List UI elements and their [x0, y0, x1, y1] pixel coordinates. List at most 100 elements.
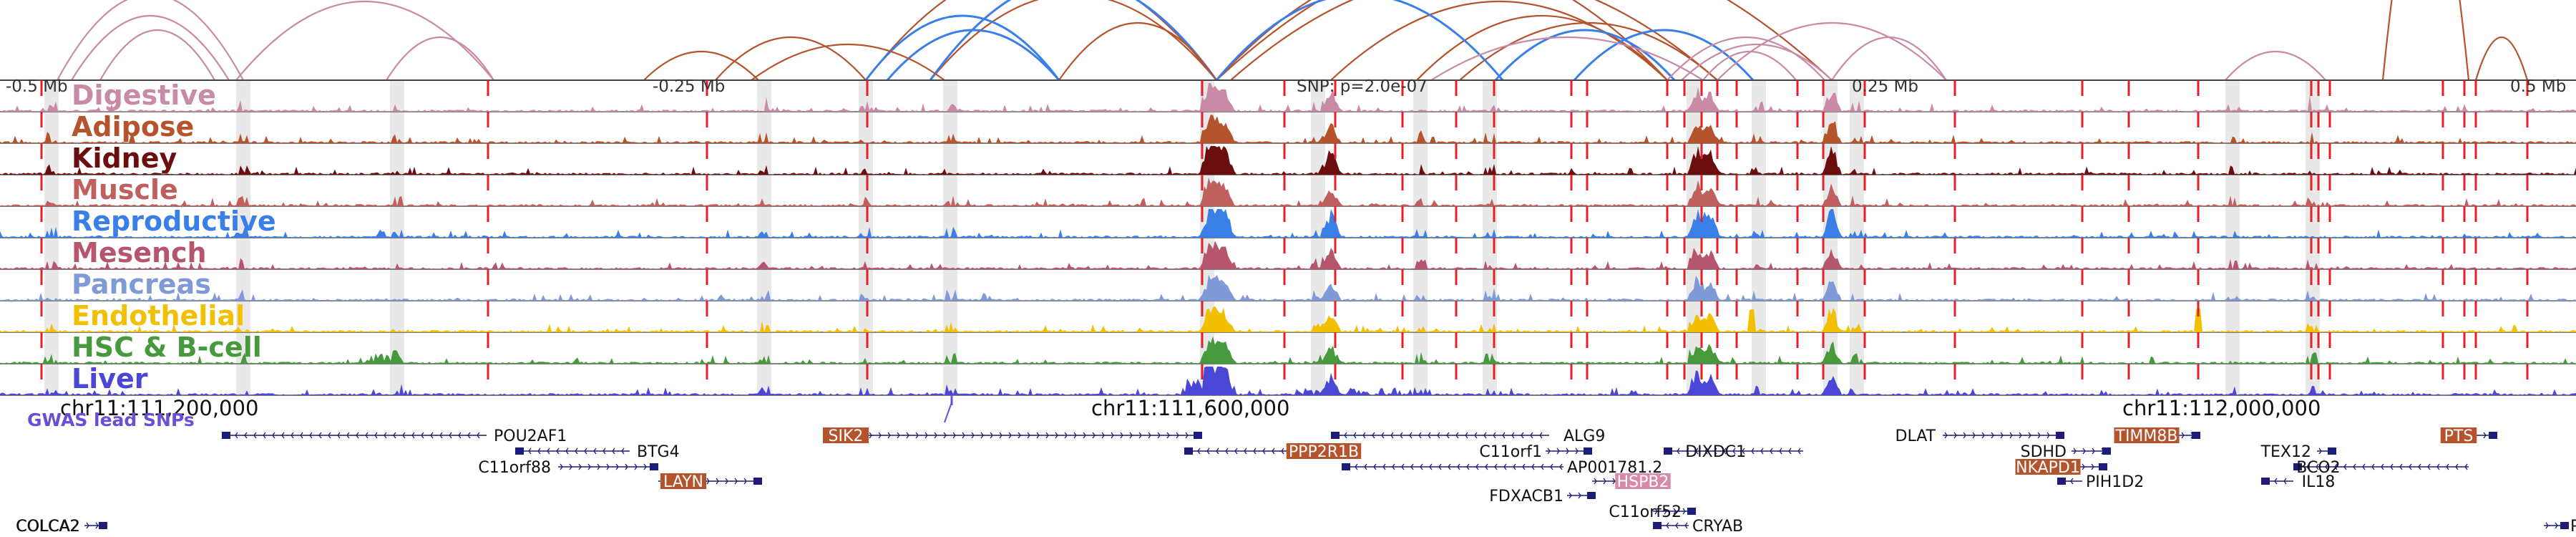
strand-arrow: [2046, 432, 2050, 439]
strand-arrow: [1530, 432, 1533, 439]
exon: [2261, 478, 2270, 485]
strand-arrow: [2446, 463, 2449, 470]
gene-label: PIH1D2: [2086, 473, 2144, 491]
strand-arrow: [584, 448, 587, 455]
strand-arrow: [1234, 448, 1238, 455]
strand-arrow: [1547, 448, 1551, 455]
strand-arrow: [1455, 432, 1459, 439]
signal-tracks: [0, 79, 2576, 396]
exon: [2099, 463, 2107, 470]
strand-arrow: [643, 463, 647, 470]
strand-arrow: [602, 448, 606, 455]
interaction-arcs: [57, 0, 2529, 80]
track-label: Reproductive: [72, 205, 276, 237]
strand-arrow: [1664, 508, 1667, 515]
strand-arrow: [1244, 448, 1247, 455]
interaction-arc: [2474, 36, 2529, 80]
strand-arrow: [1559, 463, 1563, 470]
strand-arrow: [625, 463, 628, 470]
interaction-arc: [864, 14, 1060, 80]
coord-label-1: chr11:111,200,000: [60, 396, 258, 420]
strand-arrow: [1575, 448, 1579, 455]
strand-arrow: [1539, 432, 1543, 439]
strand-arrow: [1503, 463, 1507, 470]
strand-arrow: [1364, 463, 1367, 470]
strand-arrow: [2409, 463, 2412, 470]
strand-arrow: [2181, 432, 2185, 439]
strand-arrow: [2436, 463, 2440, 470]
exon: [1664, 448, 1672, 455]
gene-label: COLCA2: [16, 518, 79, 536]
strand-arrow: [477, 432, 480, 439]
strand-arrow: [2555, 522, 2558, 529]
coord-label-3: chr11:112,000,000: [2122, 396, 2321, 420]
strand-arrow: [2070, 478, 2074, 485]
strand-arrow: [1400, 432, 1403, 439]
strand-arrow: [1055, 432, 1058, 439]
strand-arrow: [1485, 463, 1488, 470]
gene-label: ALG9: [1563, 427, 1605, 445]
strand-arrow: [384, 432, 387, 439]
strand-arrow: [467, 432, 471, 439]
track-label: Kidney: [72, 142, 177, 174]
strand-arrow: [1344, 432, 1347, 439]
gene-label: TIMM8B: [2115, 427, 2178, 445]
strand-arrow: [2381, 463, 2384, 470]
exon: [2328, 448, 2336, 455]
interaction-arc: [57, 0, 244, 80]
gene-highlight: [660, 473, 706, 489]
strand-arrow: [971, 432, 975, 439]
strand-arrow: [2316, 463, 2319, 470]
strand-arrow: [943, 432, 947, 439]
strand-arrow: [716, 478, 719, 485]
strand-arrow: [1732, 448, 1736, 455]
interaction-arc: [2381, 0, 2470, 80]
interaction-arc: [71, 15, 230, 80]
strand-arrow: [606, 463, 610, 470]
strand-arrow: [556, 448, 560, 455]
strand-arrow: [2334, 463, 2338, 470]
interaction-arc: [715, 37, 867, 80]
coord-label-2: chr11:111,600,000: [1091, 396, 1289, 420]
strand-arrow: [2318, 448, 2322, 455]
strand-arrow: [1654, 508, 1658, 515]
exon: [2056, 432, 2064, 439]
track-signal: [0, 241, 2576, 269]
exon: [2192, 432, 2200, 439]
strand-arrow: [1064, 432, 1068, 439]
strand-arrow: [906, 432, 909, 439]
strand-arrow: [291, 432, 294, 439]
strand-arrow: [1493, 432, 1496, 439]
strand-arrow: [1036, 432, 1040, 439]
strand-arrow: [2399, 463, 2403, 470]
strand-arrow: [318, 432, 322, 439]
strand-arrow: [1225, 448, 1229, 455]
gene-label: COLCA2: [16, 518, 80, 536]
strand-arrow: [2306, 463, 2310, 470]
strand-arrow: [1253, 448, 1257, 455]
strand-arrow: [1457, 463, 1460, 470]
strand-arrow: [1682, 508, 1686, 515]
strand-arrow: [300, 432, 303, 439]
track-label: Muscle: [72, 174, 178, 205]
gene-label: BTG4: [637, 443, 680, 461]
strand-arrow: [244, 432, 248, 439]
strand-arrow: [1428, 432, 1431, 439]
strand-arrow: [725, 478, 728, 485]
track-labels: DigestiveAdiposeKidneyMuscleReproductive…: [72, 79, 276, 395]
strand-arrow: [337, 432, 341, 439]
strand-arrow: [1684, 522, 1688, 529]
exon: [1653, 522, 1662, 529]
strand-arrow: [1448, 463, 1451, 470]
interaction-arc: [1681, 44, 1833, 80]
gene-label: CRYAB: [1692, 518, 1743, 536]
track-signal: [0, 305, 2576, 332]
gene-highlight: [2440, 427, 2477, 443]
interaction-arc: [1459, 21, 1718, 80]
strand-arrow: [2082, 463, 2085, 470]
track-label: Endothelial: [72, 300, 245, 332]
gene-label: C11orf52: [1609, 503, 1682, 521]
strand-arrow: [1502, 432, 1506, 439]
gene-label: FDXACB1: [1489, 488, 1563, 505]
strand-arrow: [706, 478, 710, 485]
